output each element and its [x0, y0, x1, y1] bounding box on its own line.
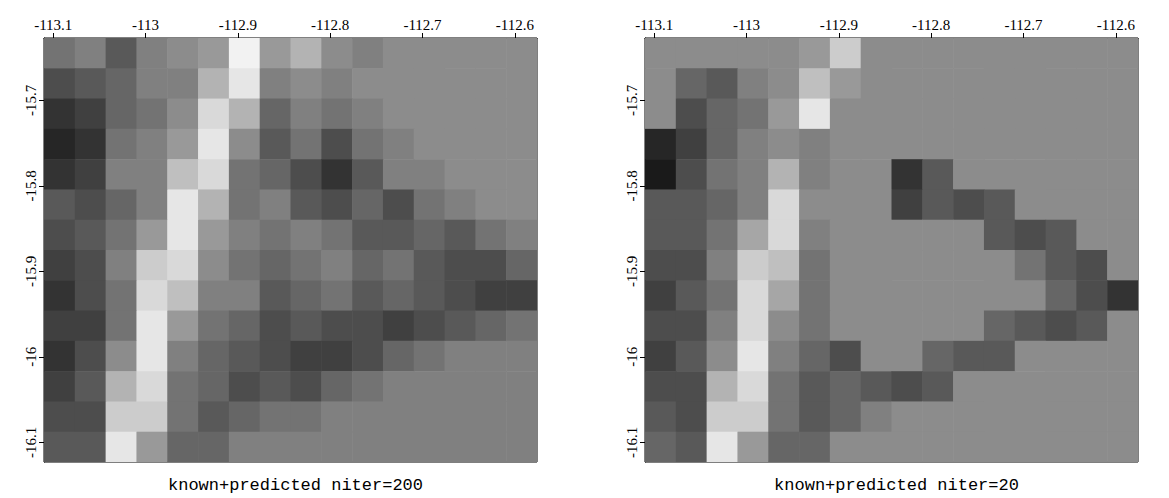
- svg-text:-112.7: -112.7: [403, 17, 442, 33]
- svg-text:-112.9: -112.9: [820, 17, 858, 33]
- svg-text:-113.1: -113.1: [635, 17, 673, 33]
- svg-text:-15.9: -15.9: [23, 256, 39, 287]
- svg-text:-15.8: -15.8: [23, 170, 39, 201]
- svg-text:-112.8: -112.8: [912, 17, 950, 33]
- svg-text:-112.6: -112.6: [496, 17, 535, 33]
- svg-text:known+predicted niter=20: known+predicted niter=20: [774, 476, 1019, 495]
- svg-text:-112.6: -112.6: [1097, 17, 1136, 33]
- svg-text:-112.8: -112.8: [311, 17, 349, 33]
- svg-text:-16: -16: [23, 346, 39, 366]
- svg-text:-15.9: -15.9: [624, 256, 640, 287]
- svg-text:-15.7: -15.7: [624, 84, 640, 116]
- svg-text:-16.1: -16.1: [624, 427, 640, 458]
- svg-text:-16: -16: [624, 346, 640, 366]
- svg-text:-112.7: -112.7: [1004, 17, 1043, 33]
- svg-text:-112.9: -112.9: [219, 17, 257, 33]
- svg-text:-15.7: -15.7: [23, 84, 39, 116]
- svg-text:known+predicted niter=200: known+predicted niter=200: [168, 476, 423, 495]
- svg-text:-15.8: -15.8: [624, 170, 640, 201]
- svg-text:-16.1: -16.1: [23, 427, 39, 458]
- svg-text:-113: -113: [132, 17, 159, 33]
- svg-text:-113.1: -113.1: [34, 17, 72, 33]
- svg-text:-113: -113: [733, 17, 760, 33]
